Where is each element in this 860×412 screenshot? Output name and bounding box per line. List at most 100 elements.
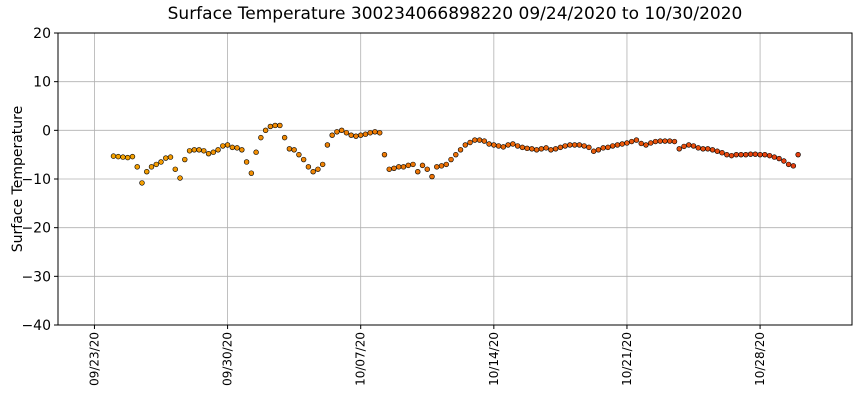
data-point	[410, 161, 416, 168]
data-point	[714, 148, 720, 154]
data-point	[519, 144, 526, 151]
data-point	[700, 146, 706, 152]
data-point	[229, 144, 236, 151]
data-point	[158, 159, 164, 165]
data-point	[353, 133, 359, 139]
data-point	[676, 146, 682, 152]
data-point	[648, 140, 654, 146]
data-point	[609, 143, 616, 149]
x-tick-label: 10/21/20	[620, 332, 634, 386]
data-point	[324, 142, 331, 148]
data-point	[486, 141, 492, 147]
data-point	[776, 155, 782, 162]
data-point	[243, 159, 250, 165]
data-point	[652, 138, 659, 145]
data-point	[305, 164, 312, 170]
data-point	[396, 164, 402, 170]
data-point	[567, 142, 573, 148]
data-point	[267, 123, 274, 130]
data-point	[258, 134, 264, 141]
data-point	[595, 147, 602, 153]
data-point	[167, 154, 174, 160]
data-point	[686, 142, 692, 148]
data-point	[381, 151, 388, 158]
data-point	[771, 154, 778, 160]
data-point	[277, 122, 283, 129]
y-tick-label: 20	[33, 26, 51, 42]
data-point	[514, 143, 521, 149]
y-tick-label: −30	[21, 269, 51, 285]
data-point	[757, 151, 763, 158]
data-point	[319, 161, 326, 168]
data-point	[629, 138, 635, 145]
data-point	[695, 145, 701, 151]
data-point	[329, 132, 335, 138]
data-point	[557, 144, 564, 151]
data-point	[419, 162, 426, 169]
data-point	[262, 127, 269, 134]
data-point	[191, 147, 197, 153]
data-point	[529, 146, 535, 152]
data-point	[571, 142, 578, 148]
data-point	[172, 166, 178, 172]
data-point	[472, 137, 478, 143]
data-point	[343, 130, 350, 136]
data-point	[434, 164, 440, 170]
data-point	[785, 161, 792, 168]
data-point	[201, 148, 207, 154]
data-point	[681, 143, 687, 150]
data-point	[457, 147, 464, 153]
data-point	[405, 162, 411, 169]
data-point	[662, 138, 668, 144]
data-point	[548, 147, 554, 153]
y-tick-label: −20	[21, 221, 51, 237]
data-point	[125, 154, 131, 161]
data-point	[177, 175, 183, 181]
data-point	[224, 142, 231, 148]
data-point	[196, 147, 202, 153]
data-point	[281, 134, 288, 141]
data-point	[614, 142, 621, 148]
data-point	[129, 153, 136, 160]
data-point	[415, 169, 421, 175]
data-point	[182, 156, 188, 163]
data-point	[448, 156, 454, 163]
data-point	[248, 170, 255, 176]
data-point	[400, 164, 407, 170]
data-point	[781, 158, 787, 164]
data-point	[315, 166, 321, 172]
data-point	[205, 150, 212, 157]
data-point	[386, 166, 392, 172]
data-point	[709, 147, 716, 153]
data-point	[600, 145, 606, 151]
data-point	[752, 151, 759, 157]
data-point	[286, 146, 293, 152]
data-point	[657, 138, 663, 144]
data-point	[524, 145, 530, 152]
data-point	[543, 145, 549, 151]
data-point	[338, 127, 345, 134]
data-point	[747, 151, 754, 157]
data-point	[220, 143, 226, 149]
data-point	[300, 156, 307, 163]
data-point	[476, 137, 483, 143]
data-point	[115, 153, 121, 160]
data-point	[377, 130, 383, 136]
data-point	[733, 151, 740, 158]
data-point	[367, 130, 373, 136]
data-point	[738, 151, 744, 158]
data-point	[586, 144, 592, 151]
data-point	[153, 161, 159, 168]
data-point	[210, 149, 217, 155]
x-tick-label: 09/30/20	[221, 332, 235, 386]
data-point	[443, 161, 449, 168]
data-point	[724, 151, 730, 158]
x-tick-label: 10/07/20	[354, 332, 368, 386]
data-point	[790, 163, 797, 169]
data-point	[391, 165, 397, 171]
data-point	[491, 142, 497, 148]
data-point	[619, 141, 625, 147]
data-point	[495, 143, 502, 149]
data-point	[453, 151, 459, 158]
data-point	[334, 129, 340, 135]
